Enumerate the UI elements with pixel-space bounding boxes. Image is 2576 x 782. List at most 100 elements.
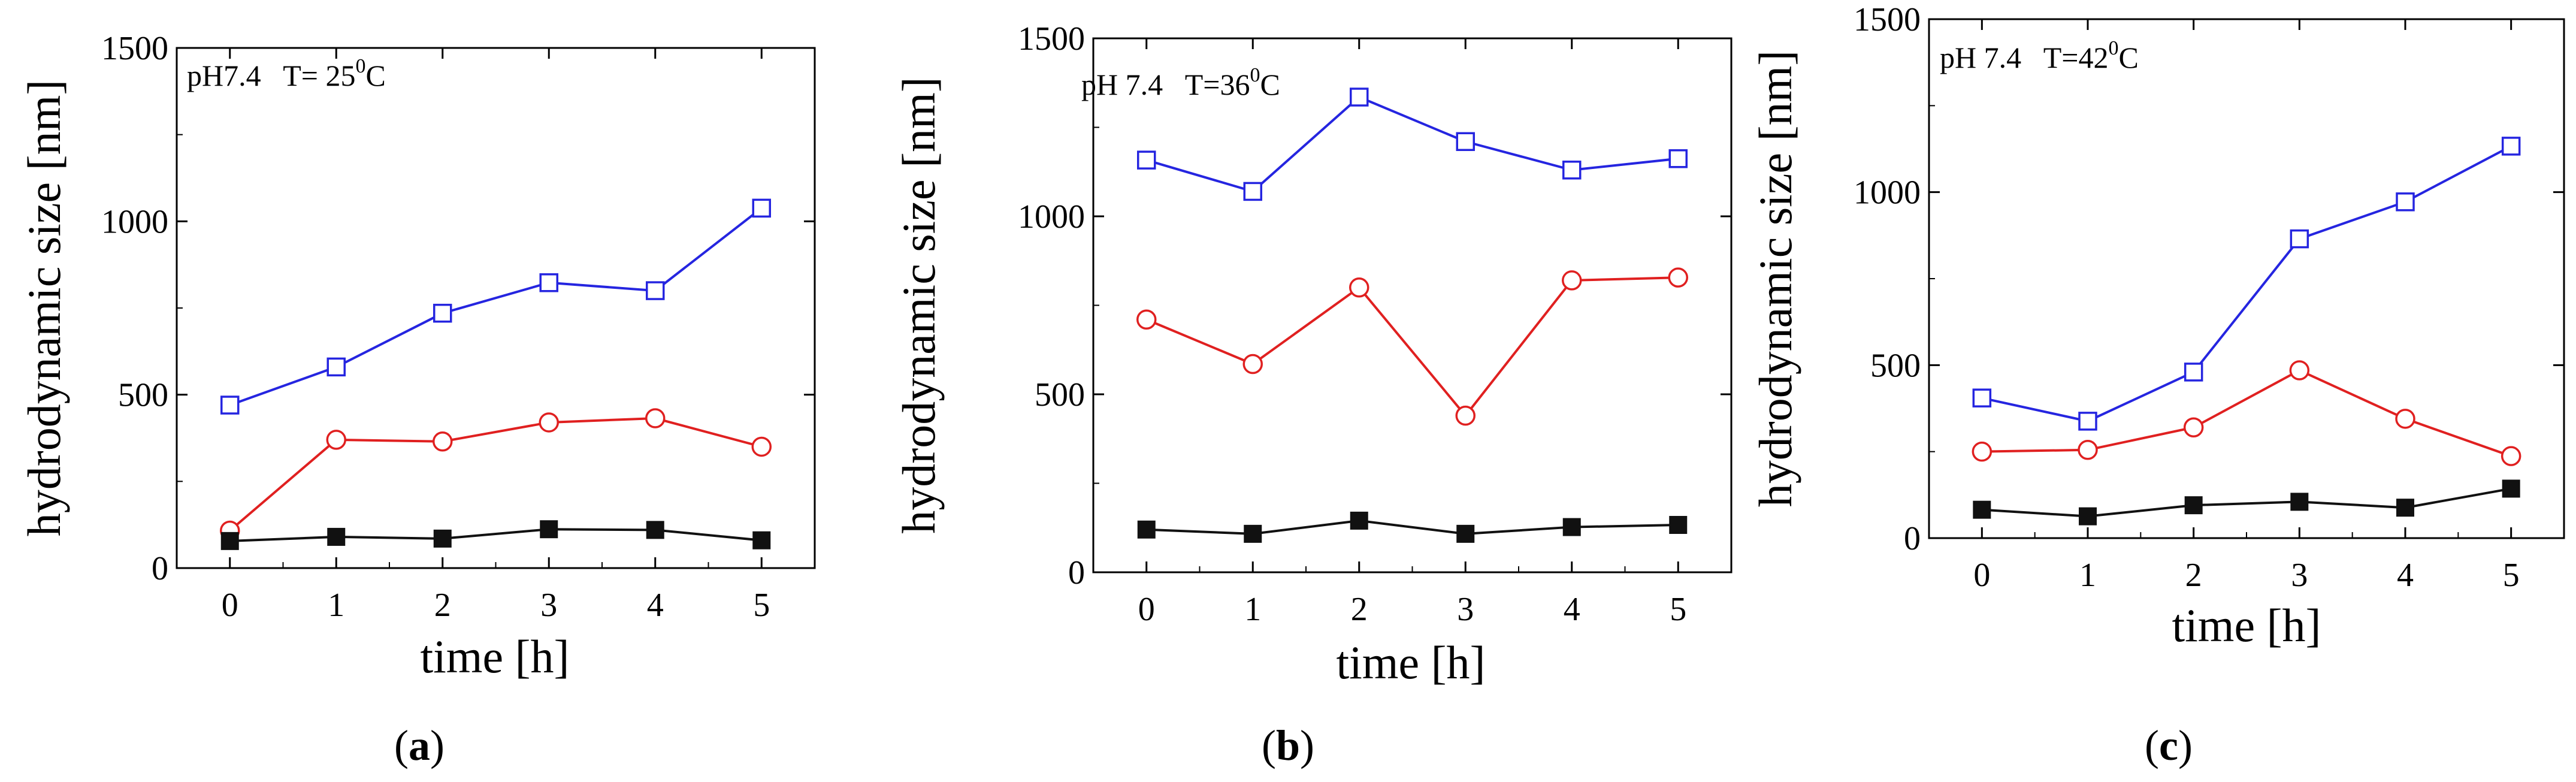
data-point bbox=[433, 529, 452, 548]
x-tick-label: 3 bbox=[1457, 591, 1474, 628]
condition-annotation: pH 7.4 T=420C bbox=[1940, 37, 2139, 74]
y-tick-label: 1000 bbox=[101, 203, 168, 240]
data-point bbox=[1350, 511, 1368, 530]
x-tick-label: 2 bbox=[2185, 557, 2202, 594]
series-line bbox=[1982, 487, 2512, 518]
series-line bbox=[1981, 145, 2512, 422]
x-tick-label: 3 bbox=[2291, 557, 2308, 594]
y-tick-label: 500 bbox=[1870, 347, 1921, 384]
y-tick-label: 1500 bbox=[1854, 1, 1921, 38]
panel-caption: (a) bbox=[394, 721, 445, 769]
data-point bbox=[540, 520, 558, 539]
data-point bbox=[2395, 409, 2415, 429]
y-tick-label: 500 bbox=[1035, 376, 1085, 413]
y-tick-label: 1000 bbox=[1854, 174, 1921, 212]
data-point bbox=[1350, 87, 1369, 107]
data-point bbox=[751, 436, 772, 457]
data-point bbox=[1972, 388, 1992, 407]
data-point bbox=[2290, 493, 2309, 511]
data-point bbox=[1562, 270, 1582, 291]
data-point bbox=[2501, 137, 2521, 156]
y-axis-title: hydrodynamic size [nm] bbox=[893, 77, 945, 533]
x-tick-label: 5 bbox=[753, 587, 770, 624]
data-point bbox=[1136, 309, 1157, 330]
data-point bbox=[1562, 161, 1582, 180]
data-point bbox=[1137, 150, 1156, 170]
data-point bbox=[1455, 405, 1476, 426]
x-tick-label: 0 bbox=[1138, 591, 1155, 628]
x-tick-label: 1 bbox=[328, 587, 344, 624]
data-point bbox=[1349, 277, 1369, 298]
x-tick-label: 1 bbox=[1244, 591, 1261, 628]
chart-panel-b: 0 1 2 3 4 5 0 500 1000 1500 time [h] hydrodynamic s… bbox=[893, 20, 1733, 769]
x-tick-label: 0 bbox=[1973, 557, 1990, 594]
data-point bbox=[220, 532, 239, 550]
data-point bbox=[645, 408, 666, 428]
data-point bbox=[433, 431, 453, 452]
data-point bbox=[646, 521, 664, 539]
data-point bbox=[220, 395, 240, 415]
y-tick-label: 1500 bbox=[1018, 20, 1085, 58]
data-point bbox=[327, 527, 346, 546]
data-point bbox=[1244, 524, 1262, 543]
data-point bbox=[326, 357, 346, 377]
y-tick-label: 1000 bbox=[1018, 198, 1085, 235]
data-point bbox=[1242, 354, 1263, 375]
x-tick-label: 3 bbox=[540, 587, 557, 624]
data-point bbox=[1668, 149, 1688, 168]
data-point bbox=[1562, 518, 1581, 536]
series-line bbox=[229, 207, 763, 406]
y-tick-label: 1500 bbox=[101, 30, 168, 67]
data-point bbox=[2396, 499, 2414, 517]
condition-annotation: pH7.4 T= 250C bbox=[187, 55, 386, 92]
data-point bbox=[1137, 520, 1156, 539]
x-axis-title: time [h] bbox=[420, 630, 569, 683]
plot-frame bbox=[176, 47, 816, 569]
data-point bbox=[2289, 360, 2310, 381]
x-tick-label: 4 bbox=[2397, 557, 2414, 594]
data-point bbox=[2502, 479, 2520, 498]
data-point bbox=[1972, 441, 1993, 462]
x-tick-label: 5 bbox=[2503, 557, 2520, 594]
data-point bbox=[2501, 446, 2521, 466]
x-tick-label: 4 bbox=[1564, 591, 1580, 628]
data-point bbox=[2184, 363, 2203, 382]
x-tick-label: 2 bbox=[434, 587, 451, 624]
data-point bbox=[539, 273, 558, 292]
data-point bbox=[1669, 515, 1688, 534]
condition-annotation: pH 7.4 T=360C bbox=[1081, 64, 1280, 101]
data-point bbox=[2290, 229, 2309, 249]
data-point bbox=[2184, 496, 2203, 515]
data-point bbox=[2183, 417, 2204, 438]
y-tick-label: 0 bbox=[152, 550, 168, 587]
data-point bbox=[2396, 192, 2415, 212]
data-point bbox=[1456, 524, 1475, 543]
series-line bbox=[1145, 276, 1679, 418]
data-point bbox=[646, 281, 665, 300]
series-line bbox=[1982, 369, 2512, 458]
series-line bbox=[1146, 519, 1679, 535]
x-tick-label: 5 bbox=[1670, 591, 1686, 628]
series-line bbox=[1146, 95, 1679, 193]
plot-frame bbox=[1928, 18, 2565, 539]
series-line bbox=[229, 528, 762, 542]
y-axis-title: hydrodynamic size [nm] bbox=[1749, 50, 1801, 507]
x-tick-label: 2 bbox=[1351, 591, 1368, 628]
panel-caption: (c) bbox=[2145, 721, 2193, 769]
x-tick-label: 1 bbox=[2079, 557, 2096, 594]
data-point bbox=[2078, 412, 2097, 431]
data-point bbox=[326, 430, 346, 450]
data-point bbox=[1973, 500, 1991, 519]
data-point bbox=[2079, 507, 2097, 526]
y-tick-label: 0 bbox=[1068, 554, 1085, 591]
series-line bbox=[229, 417, 762, 532]
chart-panel-a: 0 1 2 3 4 5 0 500 1000 1500 time [h] hydrodynamic s… bbox=[18, 30, 816, 769]
x-axis-title: time [h] bbox=[1336, 636, 1485, 689]
x-tick-label: 4 bbox=[647, 587, 664, 624]
y-tick-label: 500 bbox=[118, 377, 168, 414]
x-axis-title: time [h] bbox=[2172, 599, 2321, 651]
x-tick-label: 0 bbox=[222, 587, 238, 624]
y-axis-title: hydrodynamic size [nm] bbox=[18, 80, 70, 536]
data-point bbox=[2078, 440, 2098, 460]
